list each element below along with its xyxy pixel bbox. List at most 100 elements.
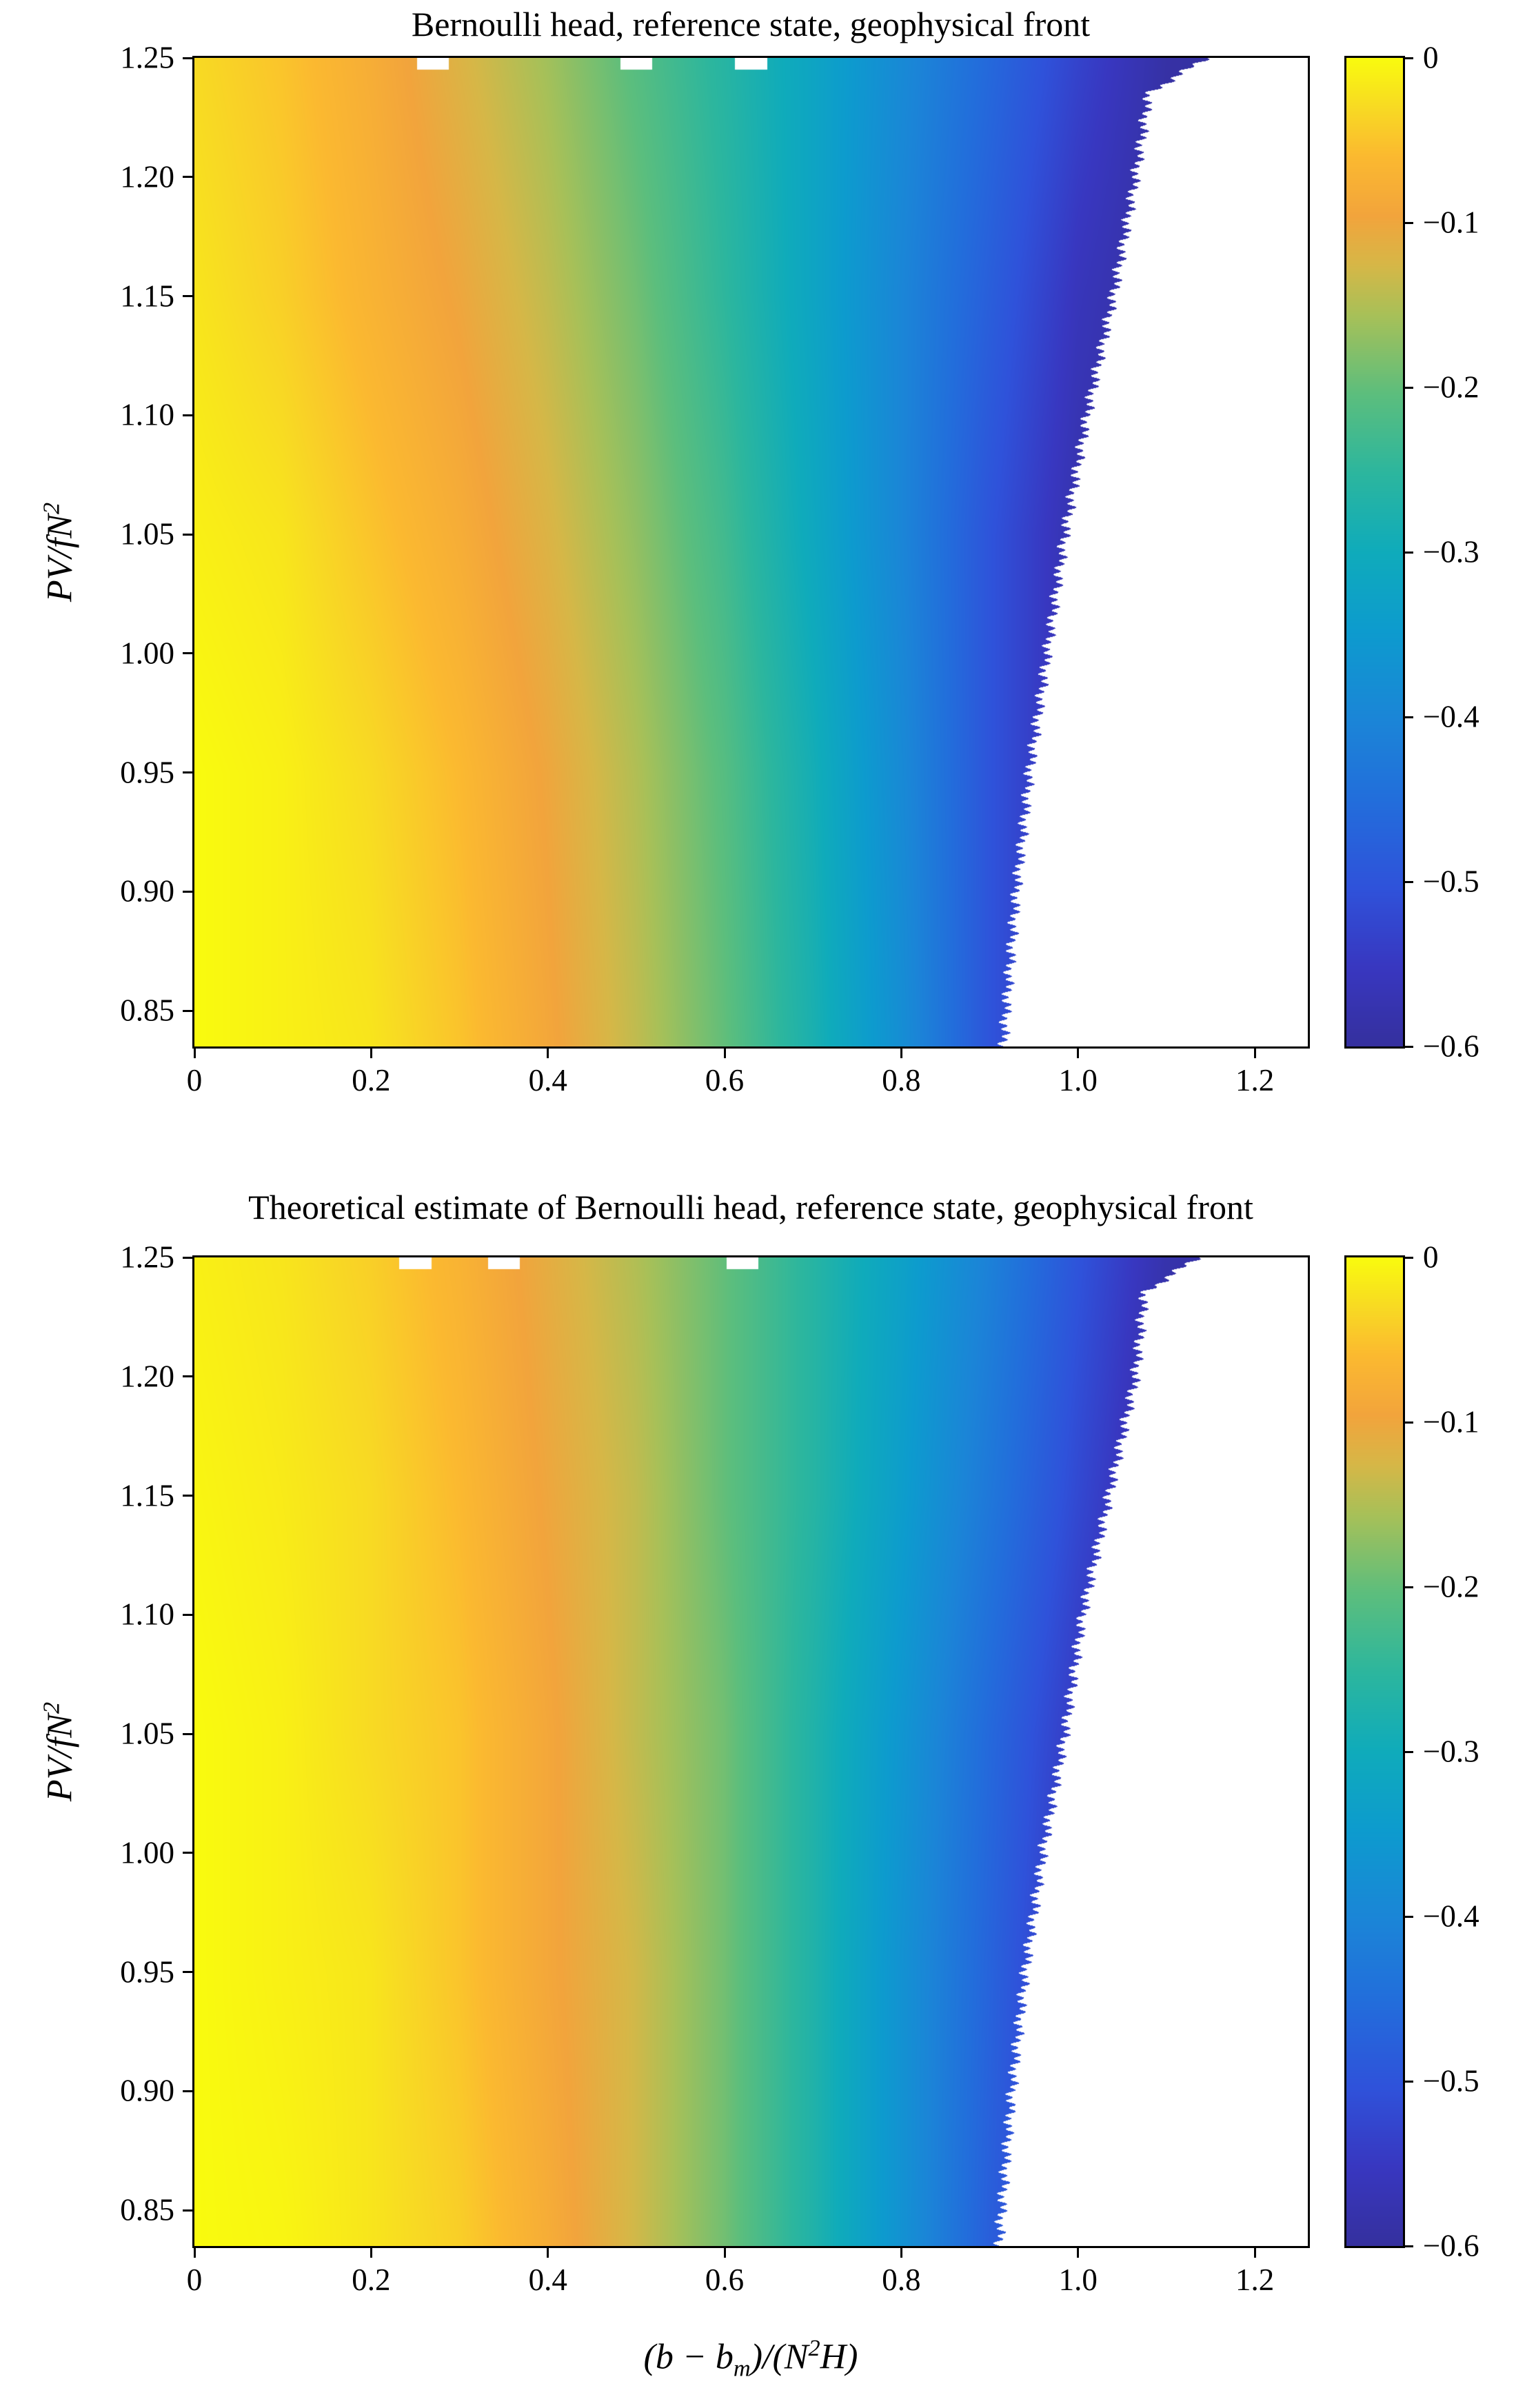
plot1-x-tick-label: 0.6	[705, 1063, 745, 1097]
plot2-y-tick-label: 1.25	[120, 1240, 174, 1275]
plot2-x-tick-mark	[1253, 2248, 1256, 2258]
plot1-axes-frame	[192, 56, 1310, 1049]
plot1-y-tick-mark	[183, 533, 192, 536]
plot1-y-tick-label: 1.05	[120, 516, 174, 552]
plot2-colorbar-tick-label: −0.5	[1423, 2063, 1479, 2098]
plot2-colorbar-tick-label: −0.2	[1423, 1569, 1479, 1604]
plot2-x-tick-label: 0	[186, 2263, 203, 2297]
plot2-y-tick-label: 1.15	[120, 1478, 174, 1513]
plot1-y-tick-label: 0.95	[120, 755, 174, 790]
plot1-y-tick-mark	[183, 771, 192, 774]
plot1-y-tick-mark	[183, 890, 192, 893]
plot1-colorbar-tick-mark	[1405, 221, 1413, 224]
plot2-x-tick-label: 0.8	[882, 2263, 921, 2297]
x-axis-label-exponent: 2	[808, 2335, 820, 2361]
plot1-x-tick-label: 0.8	[882, 1063, 921, 1097]
plot2-colorbar-tick-mark	[1405, 1915, 1413, 1918]
plot2-title: Theoretical estimate of Bernoulli head, …	[248, 1188, 1253, 1226]
plot2-y-tick-label: 1.00	[120, 1835, 174, 1870]
plot2-colorbar-tick-label: −0.1	[1423, 1404, 1479, 1439]
plot2-y-tick-mark	[183, 2209, 192, 2212]
plot1-colorbar-tick-mark	[1405, 386, 1413, 389]
plot2-y-axis-label: PV/fN2	[38, 1702, 80, 1801]
plot2-y-tick-label: 0.95	[120, 1954, 174, 1990]
plot2-x-tick-mark	[1077, 2248, 1080, 2258]
plot1-colorbar-tick-label: −0.5	[1423, 864, 1479, 899]
x-axis-label-part3: H)	[820, 2337, 858, 2377]
plot1-x-tick-mark	[547, 1049, 549, 1058]
plot1-y-tick-mark	[183, 1009, 192, 1012]
plot1-colorbar-tick-mark	[1405, 57, 1413, 59]
plot1-y-tick-label: 1.10	[120, 397, 174, 432]
plot2-colorbar-tick-mark	[1405, 1421, 1413, 1424]
plot2-y-axis-label-exponent: 2	[38, 1701, 65, 1714]
plot2-colorbar-frame	[1344, 1255, 1405, 2248]
x-axis-label-part2: )/(N	[750, 2337, 809, 2377]
plot2-y-tick-mark	[183, 1852, 192, 1854]
plot2-x-tick-mark	[900, 2248, 902, 2258]
plot2-colorbar-tick-label: −0.4	[1423, 1899, 1479, 1934]
plot2-y-tick-mark	[183, 1613, 192, 1616]
plot2-y-tick-mark	[183, 1495, 192, 1497]
plot1-y-axis-label-exponent: 2	[38, 502, 65, 515]
plot2-colorbar-tick-label: −0.3	[1423, 1734, 1479, 1769]
plot2-colorbar-tick-mark	[1405, 2245, 1413, 2247]
plot2-y-tick-mark	[183, 2090, 192, 2092]
plot1-y-tick-label: 0.90	[120, 873, 174, 909]
plot1-colorbar-tick-mark	[1405, 1045, 1413, 1048]
plot1-colorbar-canvas	[1346, 58, 1403, 1046]
plot1-x-tick-mark	[1077, 1049, 1080, 1058]
plot2-y-tick-label: 1.10	[120, 1597, 174, 1632]
plot1-colorbar-frame	[1344, 56, 1405, 1049]
plot1-y-tick-label: 1.15	[120, 279, 174, 314]
plot1-y-tick-mark	[183, 176, 192, 179]
plot1-y-tick-label: 1.00	[120, 636, 174, 671]
x-axis-label-subscript-m: m	[733, 2355, 751, 2382]
plot2-y-tick-mark	[183, 1375, 192, 1378]
plot2-colorbar-tick-mark	[1405, 1586, 1413, 1588]
plot1-colorbar-tick-label: −0.3	[1423, 534, 1479, 569]
plot1-colorbar-tick-label: −0.1	[1423, 205, 1479, 240]
plot1-y-tick-label: 1.20	[120, 159, 174, 194]
plot2-y-tick-label: 1.20	[120, 1359, 174, 1394]
plot2-y-tick-mark	[183, 1971, 192, 1974]
plot1-y-tick-mark	[183, 57, 192, 59]
plot1-x-tick-label: 0	[186, 1063, 203, 1097]
plot1-y-tick-label: 0.85	[120, 993, 174, 1028]
plot2-y-tick-mark	[183, 1256, 192, 1259]
plot2-y-tick-mark	[183, 1732, 192, 1735]
x-axis-label-part1: (b − b	[643, 2337, 734, 2377]
plot2-x-tick-mark	[547, 2248, 549, 2258]
plot1-title: Bernoulli head, reference state, geophys…	[411, 5, 1091, 43]
plot2-y-axis-label-text: PV/fN	[40, 1714, 80, 1802]
plot2-colorbar-canvas	[1346, 1257, 1403, 2246]
plot2-colorbar-tick-mark	[1405, 2080, 1413, 2083]
plot2-x-tick-label: 1.2	[1235, 2263, 1275, 2297]
plot1-x-tick-label: 0.4	[528, 1063, 567, 1097]
plot2-colorbar-tick-label: −0.6	[1423, 2228, 1479, 2263]
plot2-axes-frame	[192, 1255, 1310, 2248]
plot2-x-tick-label: 0.4	[528, 2263, 567, 2297]
plot1-x-tick-mark	[1253, 1049, 1256, 1058]
plot1-y-tick-mark	[183, 652, 192, 655]
plot1-x-tick-mark	[900, 1049, 902, 1058]
plot1-x-tick-mark	[193, 1049, 196, 1058]
plot1-colorbar-tick-label: −0.2	[1423, 370, 1479, 405]
plot1-x-tick-mark	[723, 1049, 726, 1058]
plot1-colorbar-tick-mark	[1405, 551, 1413, 554]
plot2-x-tick-mark	[193, 2248, 196, 2258]
plot2-x-tick-label: 1.0	[1058, 2263, 1098, 2297]
plot2-x-tick-mark	[723, 2248, 726, 2258]
plot2-y-tick-label: 0.85	[120, 2192, 174, 2227]
plot2-colorbar-tick-mark	[1405, 1256, 1413, 1259]
x-axis-label: (b − bm)/(N2H)	[644, 2335, 858, 2382]
plot1-heatmap-canvas	[194, 58, 1308, 1046]
plot1-colorbar-tick-mark	[1405, 716, 1413, 718]
plot2-heatmap-canvas	[194, 1257, 1308, 2246]
plot1-y-axis-label: PV/fN2	[38, 503, 80, 602]
plot2-y-tick-label: 0.90	[120, 2073, 174, 2108]
plot1-colorbar-tick-label: −0.6	[1423, 1029, 1479, 1064]
plot1-x-tick-mark	[370, 1049, 372, 1058]
plot2-colorbar-tick-mark	[1405, 1750, 1413, 1753]
